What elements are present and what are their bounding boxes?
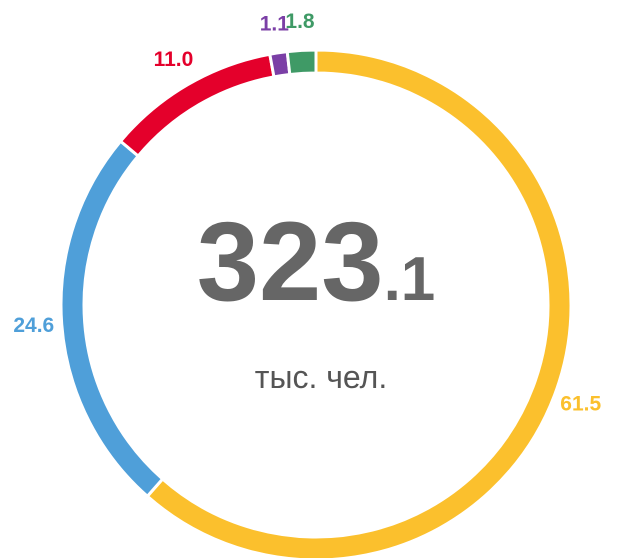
donut-segment [59, 139, 165, 499]
center-main: 323 [197, 199, 384, 324]
donut-segment [118, 52, 276, 159]
value-label: 1.1 [260, 13, 290, 36]
value-label: 1.8 [285, 10, 315, 33]
donut-segment [285, 48, 318, 77]
center-value: 323.1 [197, 199, 436, 324]
value-label: 11.0 [154, 48, 194, 71]
center-unit: тыс. чел. [255, 359, 387, 395]
value-label: 61.5 [560, 393, 601, 416]
value-label: 24.6 [13, 314, 54, 337]
center-decimal: .1 [384, 245, 436, 314]
